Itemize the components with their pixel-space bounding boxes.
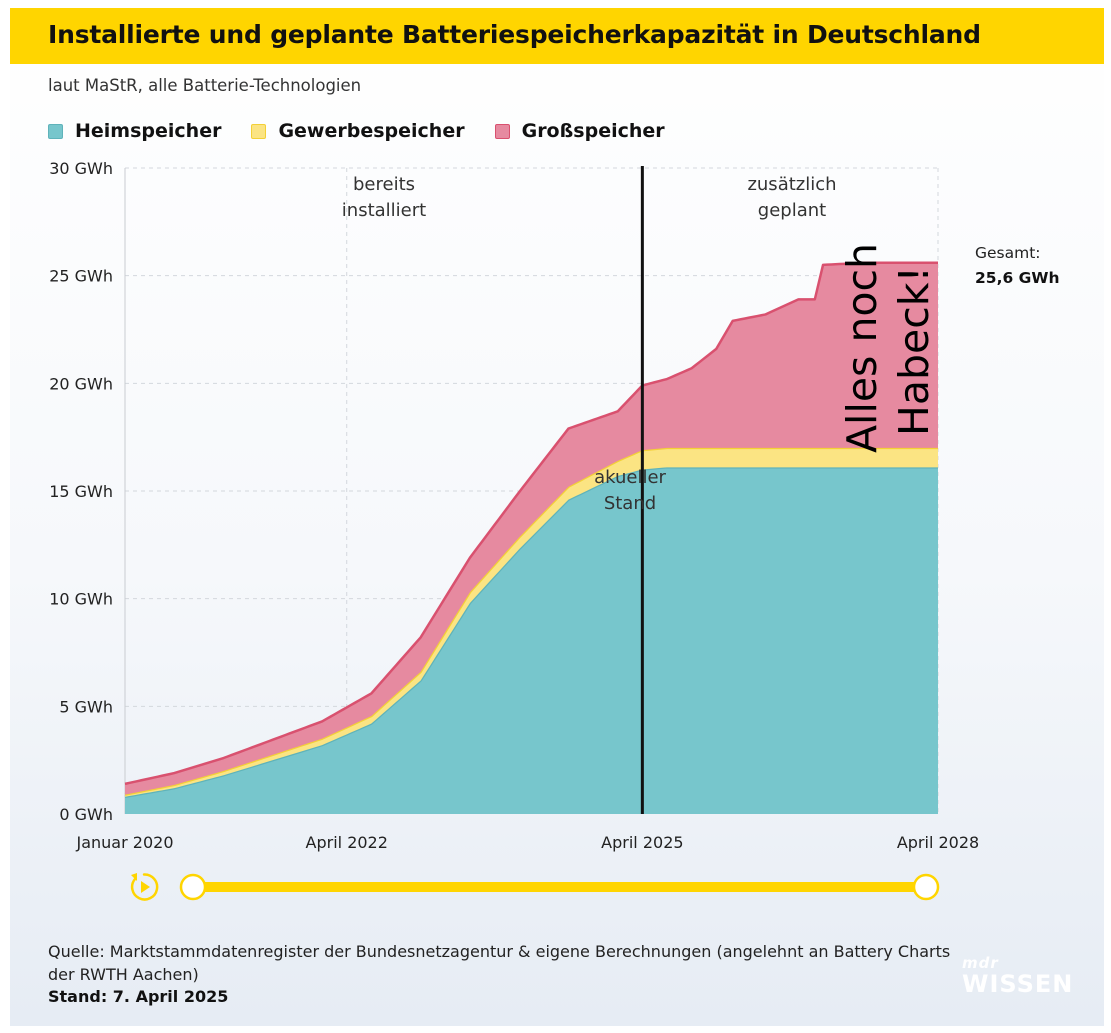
legend-label-heimspeicher: Heimspeicher <box>75 120 222 142</box>
label-planned: zusätzlich geplant <box>747 174 836 221</box>
logo-top: mdr <box>962 954 999 972</box>
legend-swatch-gewerbespeicher <box>251 123 267 139</box>
legend: Heimspeicher Gewerbespeicher Großspeiche… <box>48 120 665 142</box>
y-tick-label: 5 GWh <box>59 697 113 716</box>
area-heimspeicher <box>125 467 938 814</box>
timeline-slider[interactable] <box>179 873 940 901</box>
y-tick-label: 25 GWh <box>49 267 113 286</box>
replay-arc <box>130 873 159 901</box>
title-bar: Installierte und geplante Batteriespeich… <box>10 8 1104 64</box>
y-tick-label: 15 GWh <box>49 482 113 501</box>
y-tick-label: 10 GWh <box>49 590 113 609</box>
play-triangle <box>141 881 150 893</box>
y-tick-label: 30 GWh <box>49 159 113 178</box>
timeline-fill <box>193 882 926 892</box>
chart-subtitle: laut MaStR, alle Batterie-Technologien <box>48 76 362 95</box>
legend-item-heimspeicher[interactable]: Heimspeicher <box>48 120 221 142</box>
area-grossspeicher-edge <box>124 261 938 786</box>
y-tick-label: 20 GWh <box>49 374 113 393</box>
legend-item-gewerbespeicher[interactable]: Gewerbespeicher <box>251 120 465 142</box>
x-tick-label: April 2028 <box>897 833 979 852</box>
legend-swatch-heimspeicher <box>48 123 63 139</box>
total-value: 25,6 GWh <box>975 269 1060 287</box>
x-tick-label: Januar 2020 <box>76 833 174 852</box>
label-installed: bereits installiert <box>342 174 426 221</box>
chart-card: Installierte und geplante Batteriespeich… <box>10 8 1104 1026</box>
logo-bottom: WISSEN <box>962 970 1074 998</box>
y-tick-label: 0 GWh <box>59 805 113 824</box>
x-tick-label: April 2025 <box>601 833 683 852</box>
label-current-status: akueller Stand <box>594 467 666 514</box>
stand-date: Stand: 7. April 2025 <box>48 987 229 1006</box>
chart-title: Installierte und geplante Batteriespeich… <box>48 20 981 49</box>
handwritten-annotation-line2: Habeck! <box>890 266 938 436</box>
timeline-handle-end[interactable] <box>912 873 940 901</box>
legend-item-grossspeicher[interactable]: Großspeicher <box>494 120 665 142</box>
legend-swatch-grossspeicher <box>494 123 510 139</box>
area-grossspeicher <box>125 262 938 795</box>
legend-label-gewerbespeicher: Gewerbespeicher <box>278 120 465 142</box>
area-chart: 0 GWh 5 GWh 10 GWh 15 GWh 20 GWh 25 GWh 30 GWh… <box>49 159 1060 901</box>
total-label: Gesamt: <box>975 244 1041 262</box>
replay-icon[interactable] <box>130 873 159 901</box>
mdr-wissen-logo: mdr WISSEN <box>962 954 1074 998</box>
x-tick-label: April 2022 <box>306 833 388 852</box>
handwritten-annotation-line1: Alles noch <box>838 243 886 453</box>
legend-label-grossspeicher: Großspeicher <box>521 120 665 142</box>
replay-arrowhead <box>131 873 137 881</box>
timeline-handle-start[interactable] <box>179 873 207 901</box>
source-note: Quelle: Marktstammdatenregister der Bund… <box>48 942 951 984</box>
